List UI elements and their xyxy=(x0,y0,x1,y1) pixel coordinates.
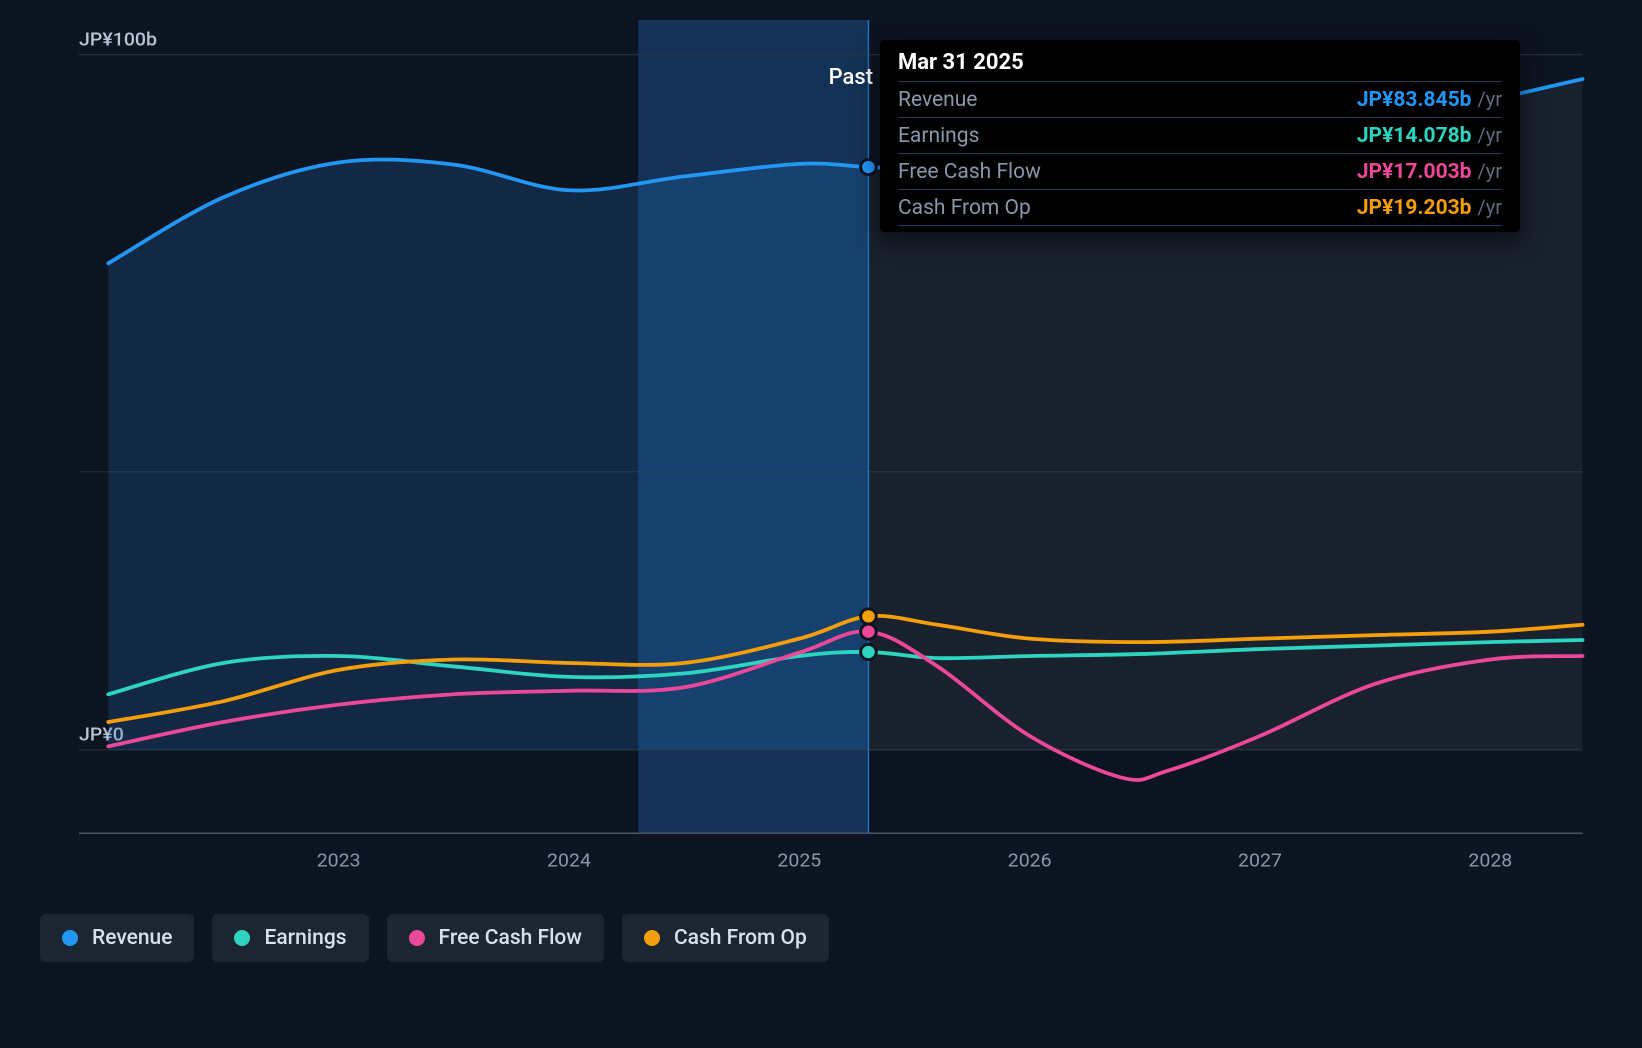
legend-dot-icon xyxy=(409,930,425,946)
tooltip-row-unit: /yr xyxy=(1478,123,1503,147)
marker-cfo xyxy=(861,609,877,624)
legend-item-free-cash-flow[interactable]: Free Cash Flow xyxy=(387,914,604,962)
marker-earnings xyxy=(861,644,877,659)
tooltip-row-unit: /yr xyxy=(1478,195,1503,219)
chart-container: JP¥0JP¥100b202320242025202620272028 Past… xyxy=(0,0,1642,1048)
section-label-past: Past xyxy=(829,65,873,90)
marker-revenue xyxy=(861,159,877,174)
x-axis-label: 2025 xyxy=(777,849,821,872)
tooltip-row: Revenue JP¥83.845b/yr xyxy=(898,82,1502,118)
legend-label: Cash From Op xyxy=(674,926,807,950)
tooltip-row-value: JP¥14.078b xyxy=(1357,124,1472,148)
tooltip-row-label: Cash From Op xyxy=(898,196,1031,220)
legend-label: Revenue xyxy=(92,926,172,950)
tooltip-row-label: Earnings xyxy=(898,124,979,148)
tooltip-row-label: Free Cash Flow xyxy=(898,160,1041,184)
tooltip-row-value: JP¥17.003b xyxy=(1357,160,1472,184)
marker-fcf xyxy=(861,624,877,639)
legend-dot-icon xyxy=(62,930,78,946)
x-axis-label: 2026 xyxy=(1008,849,1052,872)
legend-label: Free Cash Flow xyxy=(439,926,582,950)
tooltip-row-label: Revenue xyxy=(898,88,977,112)
x-axis-label: 2023 xyxy=(317,849,361,872)
tooltip-row-unit: /yr xyxy=(1478,87,1503,111)
tooltip-row-unit: /yr xyxy=(1478,159,1503,183)
legend-dot-icon xyxy=(234,930,250,946)
tooltip-row: Earnings JP¥14.078b/yr xyxy=(898,118,1502,154)
tooltip-row: Cash From Op JP¥19.203b/yr xyxy=(898,190,1502,226)
tooltip-row-value: JP¥19.203b xyxy=(1357,196,1472,220)
tooltip-row: Free Cash Flow JP¥17.003b/yr xyxy=(898,154,1502,190)
y-axis-label: JP¥100b xyxy=(79,28,157,51)
legend-item-earnings[interactable]: Earnings xyxy=(212,914,368,962)
tooltip-row-value: JP¥83.845b xyxy=(1357,88,1472,112)
tooltip: Mar 31 2025 RevenueJP¥83.845b/yrEarnings… xyxy=(880,40,1520,232)
legend-label: Earnings xyxy=(264,926,346,950)
tooltip-date: Mar 31 2025 xyxy=(898,50,1502,82)
legend-item-cash-from-op[interactable]: Cash From Op xyxy=(622,914,829,962)
legend-item-revenue[interactable]: Revenue xyxy=(40,914,194,962)
x-axis-label: 2027 xyxy=(1238,849,1282,872)
legend: Revenue Earnings Free Cash Flow Cash From O… xyxy=(40,914,1602,962)
x-axis-label: 2024 xyxy=(547,849,591,872)
legend-dot-icon xyxy=(644,930,660,946)
chart-plot-area[interactable]: JP¥0JP¥100b202320242025202620272028 Past… xyxy=(40,20,1602,890)
x-axis-label: 2028 xyxy=(1468,849,1512,872)
